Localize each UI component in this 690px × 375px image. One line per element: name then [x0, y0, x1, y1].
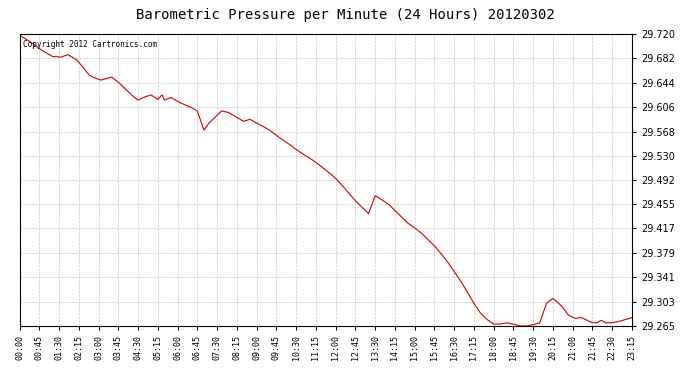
Text: Barometric Pressure per Minute (24 Hours) 20120302: Barometric Pressure per Minute (24 Hours… — [136, 8, 554, 21]
Text: Copyright 2012 Cartronics.com: Copyright 2012 Cartronics.com — [23, 40, 157, 49]
